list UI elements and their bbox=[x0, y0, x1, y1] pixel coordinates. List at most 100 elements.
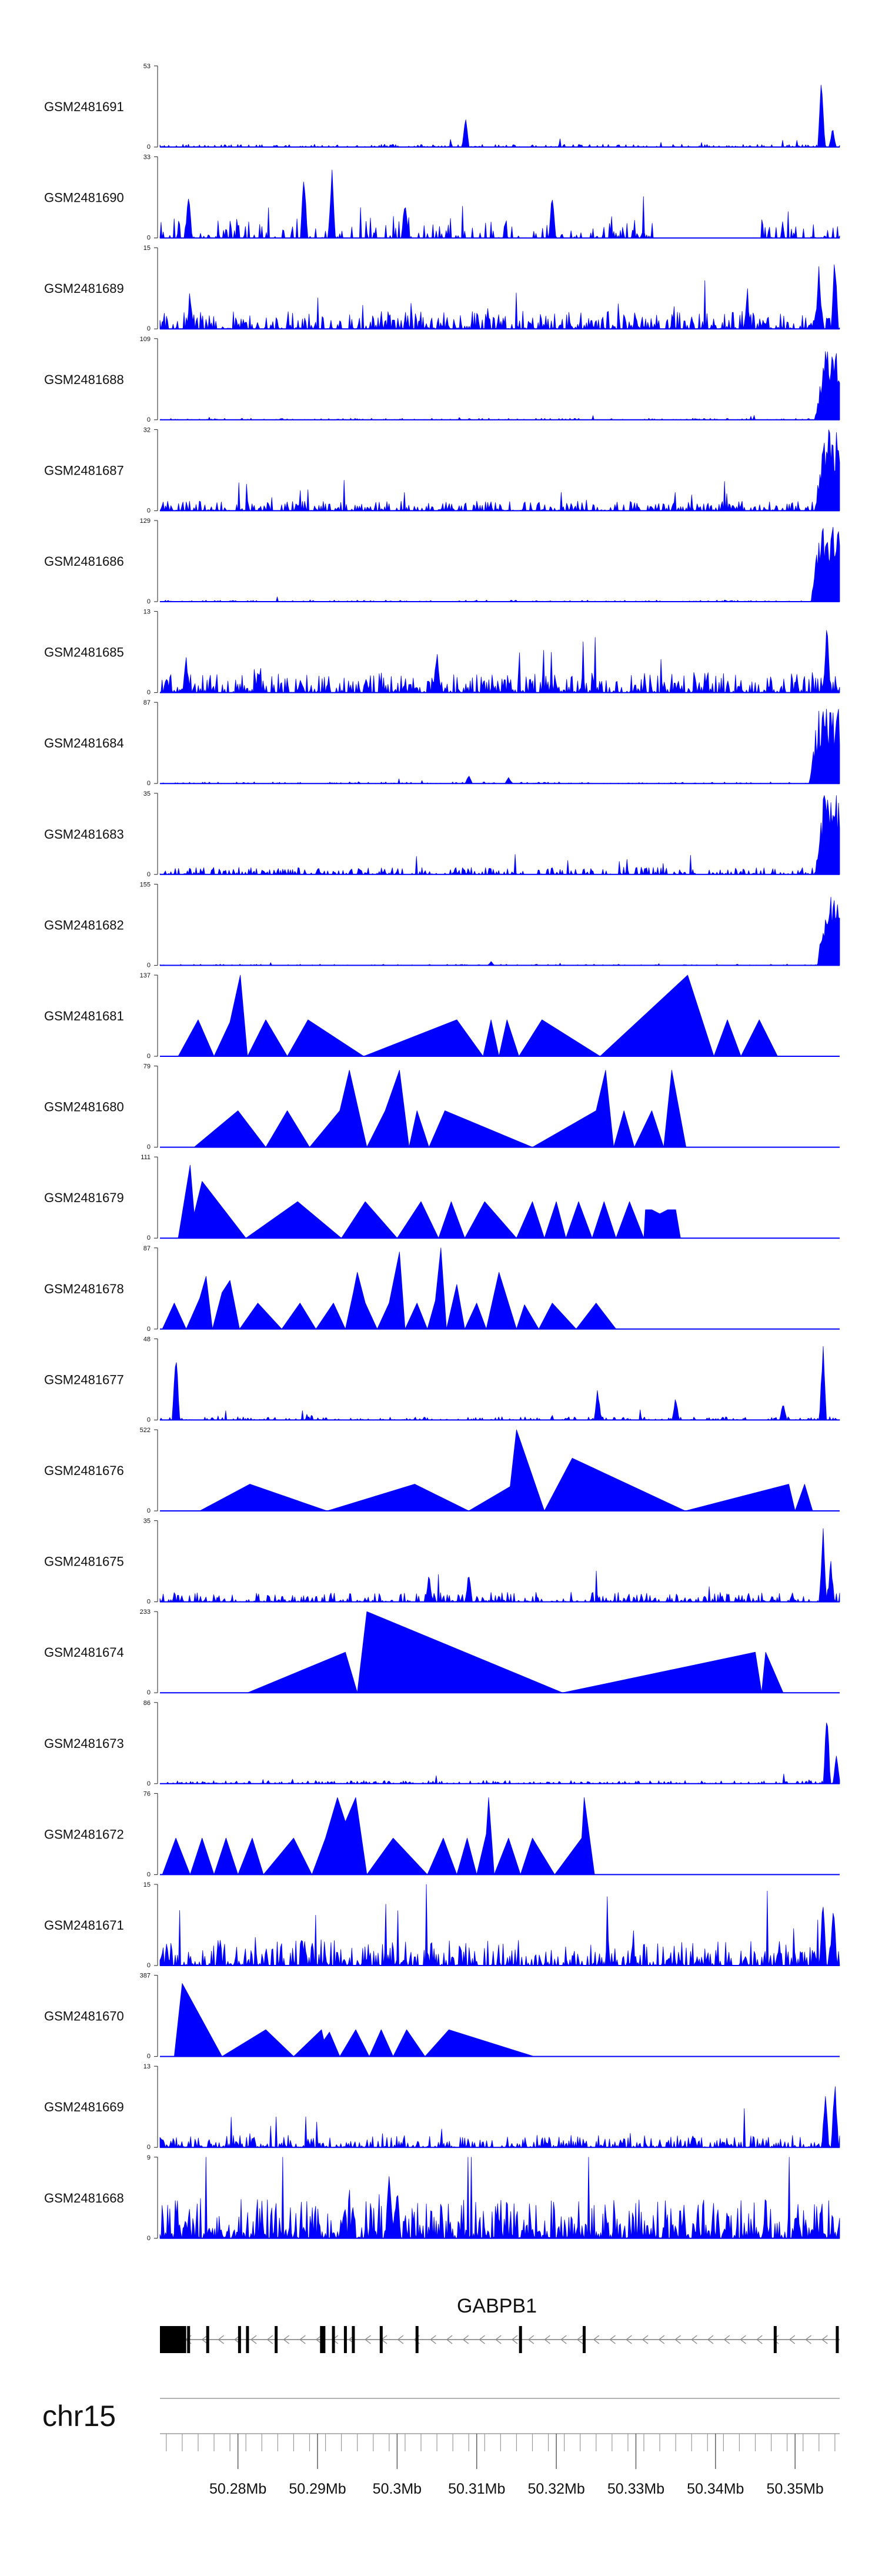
strand-arrow-icon bbox=[527, 2335, 534, 2344]
strand-arrow-icon bbox=[658, 2335, 665, 2344]
y-max-label: 233 bbox=[140, 1609, 151, 1616]
track-GSM2481676: GSM2481676 522 0 bbox=[44, 1427, 840, 1514]
y-max-label: 15 bbox=[143, 1881, 151, 1888]
tick-label: 50.32Mb bbox=[527, 2481, 584, 2497]
strand-arrow-icon bbox=[609, 2335, 616, 2344]
exon-block bbox=[332, 2326, 335, 2353]
track-GSM2481671: GSM2481671 15 0 bbox=[44, 1881, 840, 1969]
y-min-label: 0 bbox=[147, 1780, 151, 1787]
coverage-area bbox=[159, 429, 840, 511]
coverage-area bbox=[162, 1247, 616, 1330]
track-name-label: GSM2481685 bbox=[44, 645, 124, 660]
strand-arrow-icon bbox=[821, 2335, 828, 2344]
track-name-label: GSM2481668 bbox=[44, 2191, 124, 2205]
y-max-label: 109 bbox=[140, 336, 151, 343]
strand-arrow-icon bbox=[576, 2335, 583, 2344]
exon-block bbox=[352, 2326, 355, 2353]
gene-name-label: GABPB1 bbox=[457, 2295, 537, 2317]
track-name-label: GSM2481684 bbox=[44, 736, 124, 750]
coverage-area bbox=[178, 975, 778, 1057]
strand-arrow-icon bbox=[299, 2335, 306, 2344]
y-max-label: 35 bbox=[143, 1518, 151, 1525]
y-min-label: 0 bbox=[147, 871, 151, 878]
coverage-area bbox=[159, 795, 840, 875]
coverage-area bbox=[159, 169, 840, 238]
y-max-label: 86 bbox=[143, 1700, 151, 1707]
coverage-area bbox=[159, 85, 840, 148]
y-min-label: 0 bbox=[147, 1326, 151, 1333]
track-name-label: GSM2481669 bbox=[44, 2100, 124, 2114]
strand-arrow-icon bbox=[250, 2335, 257, 2344]
strand-arrow-icon bbox=[626, 2335, 632, 2344]
track-GSM2481668: GSM2481668 9 0 bbox=[44, 2154, 840, 2242]
coverage-area bbox=[174, 1983, 534, 2057]
y-max-label: 87 bbox=[143, 1245, 151, 1252]
y-min-label: 0 bbox=[147, 1871, 151, 1878]
track-GSM2481681: GSM2481681 137 0 bbox=[44, 972, 840, 1060]
track-GSM2481683: GSM2481683 35 0 bbox=[44, 790, 840, 878]
tick-label: 50.34Mb bbox=[687, 2481, 744, 2497]
coverage-area bbox=[193, 1070, 687, 1147]
exon-block bbox=[582, 2326, 586, 2353]
strand-arrow-icon bbox=[544, 2335, 550, 2344]
track-name-label: GSM2481681 bbox=[44, 1009, 124, 1023]
y-max-label: 79 bbox=[143, 1063, 151, 1070]
strand-arrow-icon bbox=[756, 2335, 763, 2344]
track-GSM2481682: GSM2481682 155 0 bbox=[44, 881, 840, 969]
y-max-label: 129 bbox=[140, 518, 151, 525]
tick-label: 50.28Mb bbox=[209, 2481, 266, 2497]
y-min-label: 0 bbox=[147, 780, 151, 787]
y-min-label: 0 bbox=[147, 144, 151, 151]
track-GSM2481686: GSM2481686 129 0 bbox=[44, 518, 840, 605]
genome-axis-track: chr15 50.28Mb 50.29Mb 50.3Mb 50.31Mb 50.32Mb… bbox=[42, 2398, 840, 2497]
y-max-label: 87 bbox=[143, 699, 151, 706]
tick-label: 50.29Mb bbox=[289, 2481, 346, 2497]
track-name-label: GSM2481677 bbox=[44, 1372, 124, 1387]
y-min-label: 0 bbox=[147, 2053, 151, 2060]
strand-arrow-icon bbox=[674, 2335, 681, 2344]
strand-arrow-icon bbox=[283, 2335, 290, 2344]
track-name-label: GSM2481678 bbox=[44, 1282, 124, 1296]
strand-arrow-icon bbox=[218, 2335, 225, 2344]
track-name-label: GSM2481686 bbox=[44, 554, 124, 569]
gene-annotation-track: GABPB1 bbox=[160, 2295, 840, 2353]
track-GSM2481685: GSM2481685 13 0 bbox=[44, 609, 840, 696]
track-GSM2481675: GSM2481675 35 0 bbox=[44, 1518, 840, 1606]
track-name-label: GSM2481679 bbox=[44, 1190, 124, 1205]
strand-arrow-icon bbox=[642, 2335, 649, 2344]
exon-block bbox=[187, 2326, 191, 2353]
coverage-area bbox=[178, 1164, 681, 1239]
exon-block bbox=[238, 2326, 241, 2353]
y-min-label: 0 bbox=[147, 1144, 151, 1151]
strand-arrow-icon bbox=[707, 2335, 714, 2344]
tick-label: 50.35Mb bbox=[767, 2481, 824, 2497]
coverage-tracks: GSM2481691530GSM2481690330GSM2481689150G… bbox=[44, 63, 840, 2242]
y-max-label: 15 bbox=[143, 245, 151, 252]
y-min-label: 0 bbox=[147, 962, 151, 969]
exon-block bbox=[206, 2326, 209, 2353]
exon-block bbox=[773, 2326, 777, 2353]
track-GSM2481674: GSM2481674 233 0 bbox=[44, 1609, 840, 1696]
track-GSM2481669: GSM2481669 13 0 bbox=[44, 2063, 840, 2151]
y-min-label: 0 bbox=[147, 1234, 151, 1242]
y-max-label: 111 bbox=[141, 1154, 151, 1161]
y-min-label: 0 bbox=[147, 2144, 151, 2151]
coverage-area bbox=[159, 264, 840, 329]
track-name-label: GSM2481675 bbox=[44, 1554, 124, 1569]
track-name-label: GSM2481687 bbox=[44, 463, 124, 478]
track-GSM2481688: GSM2481688 109 0 bbox=[44, 336, 840, 423]
coverage-area bbox=[159, 2157, 840, 2239]
y-min-label: 0 bbox=[147, 235, 151, 242]
y-min-label: 0 bbox=[147, 1962, 151, 1969]
exon-block bbox=[519, 2326, 522, 2353]
y-max-label: 387 bbox=[140, 1973, 151, 1980]
track-GSM2481687: GSM2481687 32 0 bbox=[44, 426, 840, 514]
exon-block bbox=[320, 2326, 323, 2353]
strand-arrow-icon bbox=[397, 2335, 404, 2344]
strand-arrow-icon bbox=[430, 2335, 436, 2344]
strand-arrow-icon bbox=[495, 2335, 502, 2344]
coverage-area bbox=[159, 526, 840, 602]
strand-arrow-icon bbox=[593, 2335, 600, 2344]
coverage-area bbox=[159, 351, 840, 421]
exon-block bbox=[836, 2326, 839, 2353]
